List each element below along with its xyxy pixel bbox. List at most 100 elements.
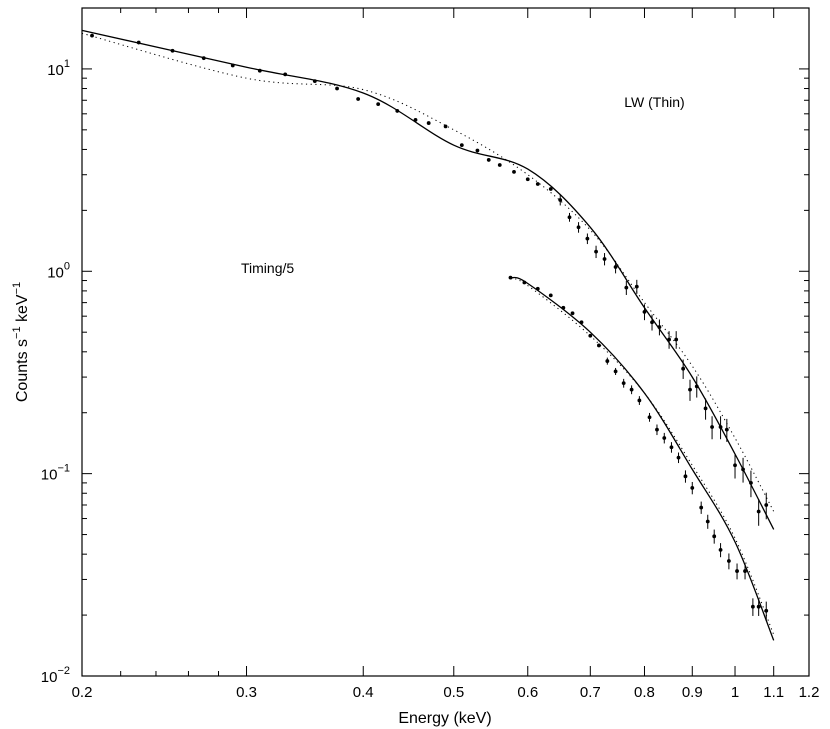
lw-data-point — [426, 121, 431, 125]
lw-data-point — [585, 236, 590, 241]
x-tick-label: 0.2 — [72, 684, 93, 701]
y-tick-label: 10−1 — [41, 463, 70, 484]
lw-data-point — [567, 215, 572, 220]
timing-data-point — [561, 305, 566, 310]
lw-data-point — [512, 169, 516, 174]
lw-data-point — [613, 265, 618, 269]
data-points — [90, 33, 769, 622]
x-axis-title: Energy (keV) — [398, 710, 491, 727]
lw-data-point — [335, 86, 339, 91]
timing-data-point — [662, 436, 667, 440]
lw-data-point — [741, 467, 745, 472]
lw-data-point — [674, 337, 679, 342]
timing-data-point — [764, 608, 769, 613]
y-tick-label: 100 — [47, 260, 70, 281]
annotations: LW (Thin) Timing/5 — [241, 94, 685, 276]
timing-data-point — [743, 569, 747, 573]
timing-data-point — [613, 369, 618, 374]
x-tick-label: 0.4 — [353, 684, 374, 701]
timing-data-point — [756, 604, 761, 609]
timing-data-point — [669, 445, 674, 450]
x-tick-label: 0.8 — [634, 684, 655, 701]
lw-data-point — [525, 177, 530, 182]
timing-data-point — [588, 333, 593, 338]
lw-data-point — [497, 163, 502, 167]
y-tick-labels: 101 100 10−1 10−2 — [41, 58, 70, 686]
lw-data-point — [650, 320, 654, 325]
timing-model-solid — [510, 276, 775, 641]
lw-data-point — [756, 509, 761, 514]
lw-data-point — [443, 124, 448, 129]
lw-data-point — [733, 463, 737, 468]
timing-data-point — [570, 311, 575, 316]
lw-model-solid — [81, 29, 775, 530]
timing-data-point — [655, 427, 659, 432]
timing-data-point — [750, 604, 755, 609]
x-tick-label: 0.3 — [236, 684, 257, 701]
timing-data-point — [699, 505, 704, 510]
timing-data-point — [597, 343, 601, 348]
lw-data-point — [395, 109, 400, 113]
timing-data-point — [683, 474, 688, 479]
y-axis-title: Counts s−1 keV−1 — [11, 282, 31, 402]
x-tick-labels: 0.2 0.3 0.4 0.5 0.6 0.7 0.8 0.9 1 1.1 1.2 — [72, 684, 820, 701]
timing-data-point — [705, 519, 710, 524]
x-tick-label: 1.2 — [799, 684, 820, 701]
lw-data-point — [459, 143, 464, 148]
lw-data-point — [576, 225, 581, 230]
lw-data-point — [688, 387, 692, 392]
lw-data-point — [170, 48, 175, 53]
x-tick-label: 0.9 — [682, 684, 703, 701]
lw-data-point — [376, 102, 381, 107]
lw-data-point — [283, 72, 288, 77]
timing-model-dotted — [510, 278, 775, 635]
timing-data-point — [548, 293, 553, 298]
x-tick-label: 1 — [731, 684, 739, 701]
lw-data-point — [624, 285, 629, 290]
timing-data-point — [621, 381, 626, 386]
lw-data-point — [413, 117, 418, 122]
lw-data-point — [535, 182, 540, 186]
timing-data-point — [726, 559, 731, 563]
timing-series — [508, 275, 769, 622]
lw-data-point — [667, 337, 671, 342]
lw-data-point — [257, 68, 262, 73]
lw-data-point — [642, 309, 647, 314]
timing-data-point — [690, 486, 695, 490]
lw-data-point — [634, 284, 639, 289]
timing-data-point — [735, 569, 739, 573]
timing-data-point — [712, 534, 717, 539]
lw-data-point — [724, 427, 729, 432]
axis-ticks — [81, 7, 810, 677]
x-tick-label: 0.5 — [443, 684, 464, 701]
timing-data-point — [535, 286, 540, 291]
lw-data-point — [657, 325, 662, 329]
x-tick-label: 0.7 — [580, 684, 601, 701]
lw-data-point — [558, 198, 563, 202]
lw-data-point — [136, 40, 141, 45]
timing-data-point — [579, 320, 584, 325]
x-tick-label: 0.6 — [517, 684, 538, 701]
timing-data-point — [629, 387, 634, 392]
timing-data-point — [605, 359, 610, 363]
lw-data-point — [312, 79, 317, 84]
timing-data-point — [647, 415, 652, 420]
lw-data-point — [90, 33, 94, 38]
lw-data-point — [475, 148, 480, 153]
lw-data-point — [201, 56, 206, 61]
timing-data-point — [718, 547, 723, 552]
y-tick-label: 101 — [47, 58, 70, 79]
y-tick-label: 10−2 — [41, 665, 70, 686]
lw-data-point — [718, 425, 723, 429]
lw-data-point — [710, 425, 714, 429]
lw-data-point — [594, 249, 598, 254]
timing-data-point — [676, 455, 681, 460]
lw-data-point — [703, 406, 708, 411]
timing-data-point — [637, 398, 642, 403]
x-tick-label: 1.1 — [763, 684, 784, 701]
lw-data-point — [486, 158, 491, 162]
model-curves — [81, 29, 775, 641]
lw-data-point — [681, 366, 686, 371]
lw-data-point — [602, 257, 607, 261]
